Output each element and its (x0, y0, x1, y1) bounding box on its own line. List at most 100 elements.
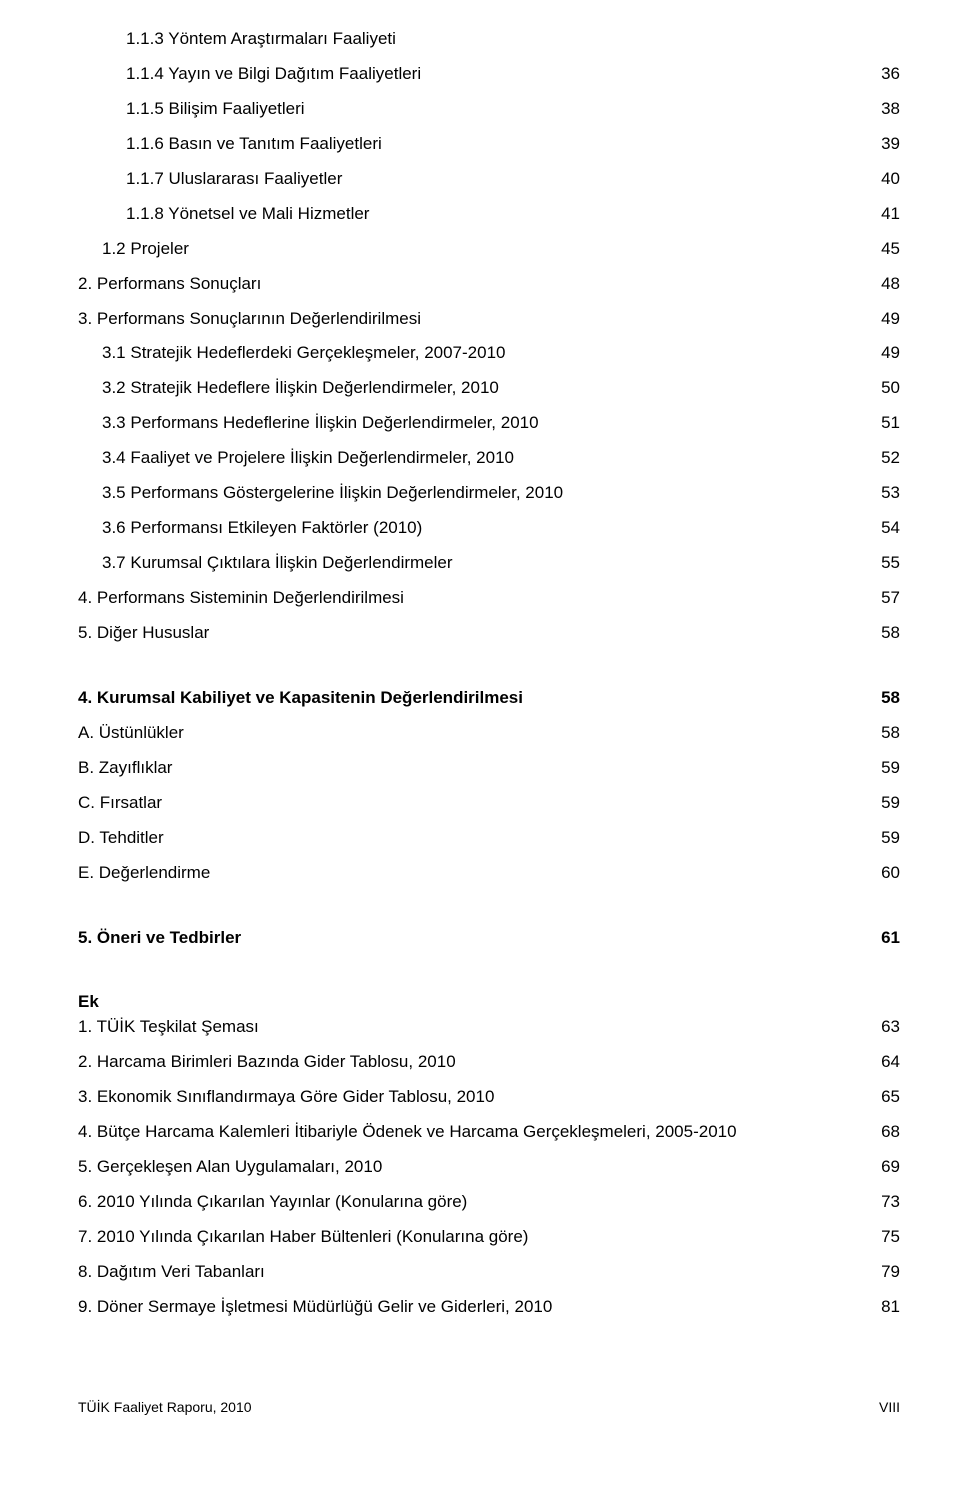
toc-row: 6. 2010 Yılında Çıkarılan Yayınlar (Konu… (78, 1191, 900, 1214)
toc-row-label: 3.5 Performans Göstergelerine İlişkin De… (102, 482, 864, 505)
toc-row: 5. Gerçekleşen Alan Uygulamaları, 201069 (78, 1156, 900, 1179)
toc-row-label: 3.2 Stratejik Hedeflere İlişkin Değerlen… (102, 377, 864, 400)
toc-row-label: 1.1.4 Yayın ve Bilgi Dağıtım Faaliyetler… (126, 63, 864, 86)
toc-row-label: 1.1.8 Yönetsel ve Mali Hizmetler (126, 203, 864, 226)
toc-row-page: 41 (864, 203, 900, 226)
toc-row-page: 50 (864, 377, 900, 400)
toc-row-label: 2. Harcama Birimleri Bazında Gider Tablo… (78, 1051, 864, 1074)
spacer (78, 657, 900, 687)
toc-row-page: 58 (864, 622, 900, 645)
toc-row-page: 36 (864, 63, 900, 86)
toc-row-page: 51 (864, 412, 900, 435)
footer-left: TÜİK Faaliyet Raporu, 2010 (78, 1399, 252, 1415)
toc-row-page: 45 (864, 238, 900, 261)
toc-row: 3.4 Faaliyet ve Projelere İlişkin Değerl… (78, 447, 900, 470)
toc-row-label: 8. Dağıtım Veri Tabanları (78, 1261, 864, 1284)
toc-row: C. Fırsatlar59 (78, 792, 900, 815)
toc-row-label: 1.1.5 Bilişim Faaliyetleri (126, 98, 864, 121)
toc-row-page: 64 (864, 1051, 900, 1074)
toc-row-label: D. Tehditler (78, 827, 864, 850)
toc-heading-kurumsal: 4. Kurumsal Kabiliyet ve Kapasitenin Değ… (78, 687, 900, 710)
toc-row-label: 4. Performans Sisteminin Değerlendirilme… (78, 587, 864, 610)
toc-row: 1.1.3 Yöntem Araştırmaları Faaliyeti (78, 28, 900, 51)
toc-heading-label: 5. Öneri ve Tedbirler (78, 927, 864, 950)
toc-row: 3.6 Performansı Etkileyen Faktörler (201… (78, 517, 900, 540)
toc-row-page: 60 (864, 862, 900, 885)
toc-row-label: 3. Performans Sonuçlarının Değerlendiril… (78, 308, 864, 331)
toc-row-label: 9. Döner Sermaye İşletmesi Müdürlüğü Gel… (78, 1296, 864, 1319)
toc-row: 3.2 Stratejik Hedeflere İlişkin Değerlen… (78, 377, 900, 400)
toc-row-page: 69 (864, 1156, 900, 1179)
toc-row-page: 65 (864, 1086, 900, 1109)
toc-row: 3.5 Performans Göstergelerine İlişkin De… (78, 482, 900, 505)
toc-row: 3. Performans Sonuçlarının Değerlendiril… (78, 308, 900, 331)
toc-row-page: 59 (864, 757, 900, 780)
toc-row-page: 52 (864, 447, 900, 470)
toc-row-page: 58 (864, 722, 900, 745)
toc-row-page: 48 (864, 273, 900, 296)
toc-row-label: 3.3 Performans Hedeflerine İlişkin Değer… (102, 412, 864, 435)
toc-row-page: 73 (864, 1191, 900, 1214)
toc-heading-label: Ek (78, 991, 864, 1014)
toc-row: A. Üstünlükler58 (78, 722, 900, 745)
toc-row-label: 1.1.3 Yöntem Araştırmaları Faaliyeti (126, 28, 864, 51)
toc-row-page: 55 (864, 552, 900, 575)
toc-row: E. Değerlendirme60 (78, 862, 900, 885)
toc-heading-ek: Ek (78, 991, 900, 1014)
page-footer: TÜİK Faaliyet Raporu, 2010 VIII (78, 1399, 900, 1415)
toc-row-label: 1.1.7 Uluslararası Faaliyetler (126, 168, 864, 191)
toc-row-label: 3.4 Faaliyet ve Projelere İlişkin Değerl… (102, 447, 864, 470)
toc-row-page: 54 (864, 517, 900, 540)
toc-heading-oneri: 5. Öneri ve Tedbirler 61 (78, 927, 900, 950)
toc-row-page: 49 (864, 342, 900, 365)
toc-row: 2. Harcama Birimleri Bazında Gider Tablo… (78, 1051, 900, 1074)
toc-row: 1.2 Projeler45 (78, 238, 900, 261)
toc-row-page: 68 (864, 1121, 900, 1144)
toc-row: 5. Diğer Hususlar58 (78, 622, 900, 645)
toc-row-label: 3.1 Stratejik Hedeflerdeki Gerçekleşmele… (102, 342, 864, 365)
toc-row-label: 6. 2010 Yılında Çıkarılan Yayınlar (Konu… (78, 1191, 864, 1214)
toc-row-label: 2. Performans Sonuçları (78, 273, 864, 296)
toc-row-label: A. Üstünlükler (78, 722, 864, 745)
toc-row: 1.1.5 Bilişim Faaliyetleri38 (78, 98, 900, 121)
toc-row: 1.1.8 Yönetsel ve Mali Hizmetler41 (78, 203, 900, 226)
toc-row: 1. TÜİK Teşkilat Şeması63 (78, 1016, 900, 1039)
toc-row-label: 3. Ekonomik Sınıflandırmaya Göre Gider T… (78, 1086, 864, 1109)
toc-row-page: 79 (864, 1261, 900, 1284)
toc-heading-page: 61 (864, 927, 900, 950)
toc-row: 8. Dağıtım Veri Tabanları79 (78, 1261, 900, 1284)
toc-row-label: 3.7 Kurumsal Çıktılara İlişkin Değerlend… (102, 552, 864, 575)
toc-row-label: 7. 2010 Yılında Çıkarılan Haber Bültenle… (78, 1226, 864, 1249)
toc-row-page: 49 (864, 308, 900, 331)
toc-row-label: 1. TÜİK Teşkilat Şeması (78, 1016, 864, 1039)
toc-row-page: 81 (864, 1296, 900, 1319)
toc-row: B. Zayıflıklar59 (78, 757, 900, 780)
toc-row: 3.7 Kurumsal Çıktılara İlişkin Değerlend… (78, 552, 900, 575)
toc-section-1: 1.1.3 Yöntem Araştırmaları Faaliyeti 1.1.… (78, 28, 900, 645)
spacer (78, 961, 900, 991)
toc-row-page: 75 (864, 1226, 900, 1249)
spacer (78, 897, 900, 927)
toc-row-page: 59 (864, 827, 900, 850)
toc-row: 1.1.6 Basın ve Tanıtım Faaliyetleri39 (78, 133, 900, 156)
toc-heading-page: 58 (864, 687, 900, 710)
toc-row: 7. 2010 Yılında Çıkarılan Haber Bültenle… (78, 1226, 900, 1249)
toc-row-page: 63 (864, 1016, 900, 1039)
toc-row: 9. Döner Sermaye İşletmesi Müdürlüğü Gel… (78, 1296, 900, 1319)
toc-row: D. Tehditler59 (78, 827, 900, 850)
toc-heading-label: 4. Kurumsal Kabiliyet ve Kapasitenin Değ… (78, 687, 864, 710)
toc-row: 2. Performans Sonuçları48 (78, 273, 900, 296)
toc-row-page: 40 (864, 168, 900, 191)
toc-row-page: 59 (864, 792, 900, 815)
toc-row: 1.1.4 Yayın ve Bilgi Dağıtım Faaliyetler… (78, 63, 900, 86)
toc-row: 3. Ekonomik Sınıflandırmaya Göre Gider T… (78, 1086, 900, 1109)
toc-row-label: 1.1.6 Basın ve Tanıtım Faaliyetleri (126, 133, 864, 156)
toc-row-page: 38 (864, 98, 900, 121)
toc-row-page: 57 (864, 587, 900, 610)
toc-row-label: C. Fırsatlar (78, 792, 864, 815)
toc-row-page: 39 (864, 133, 900, 156)
toc-row: 3.3 Performans Hedeflerine İlişkin Değer… (78, 412, 900, 435)
toc-section-ek: 1. TÜİK Teşkilat Şeması632. Harcama Biri… (78, 1016, 900, 1318)
toc-row-label: E. Değerlendirme (78, 862, 864, 885)
toc-row: 4. Bütçe Harcama Kalemleri İtibariyle Öd… (78, 1121, 900, 1144)
